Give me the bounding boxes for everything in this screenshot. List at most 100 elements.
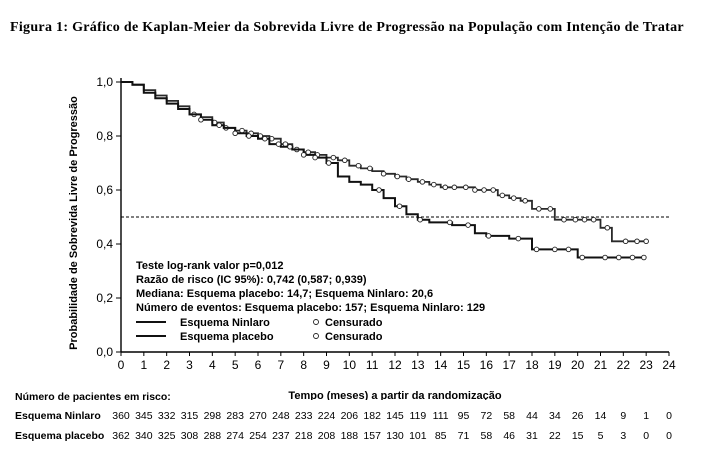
censor-mark xyxy=(376,187,382,193)
risk-cell: 1 xyxy=(643,410,650,422)
legend-censor-label: Censurado xyxy=(325,331,383,343)
legend-series-label: Esquema placebo xyxy=(180,331,274,343)
x-tick-label: 5 xyxy=(232,358,239,372)
risk-cell: 22 xyxy=(548,430,561,442)
risk-cell: 0 xyxy=(666,430,672,442)
risk-cell: 345 xyxy=(135,410,153,422)
censor-mark xyxy=(451,184,458,191)
risk-cell: 298 xyxy=(203,410,222,422)
risk-cell: 274 xyxy=(226,430,244,442)
x-tick-label: 4 xyxy=(209,358,216,372)
censor-mark xyxy=(287,144,293,150)
risk-cell: 72 xyxy=(480,410,493,422)
x-tick-label: 23 xyxy=(639,358,653,372)
censor-mark xyxy=(216,122,222,128)
risk-cell: 9 xyxy=(620,410,627,422)
risk-cell: 283 xyxy=(226,410,244,422)
x-tick-label: 24 xyxy=(662,358,676,372)
risk-cell: 360 xyxy=(112,410,130,422)
x-tick-label: 18 xyxy=(525,358,539,372)
censor-mark xyxy=(396,203,403,209)
censor-mark xyxy=(312,154,318,161)
censor-mark xyxy=(472,187,478,193)
risk-cell: 308 xyxy=(180,430,199,442)
risk-cell: 270 xyxy=(249,410,267,422)
x-tick-label: 21 xyxy=(594,358,608,372)
censor-mark xyxy=(198,117,204,123)
censor-mark xyxy=(481,187,487,193)
censor-mark xyxy=(590,216,597,223)
risk-cell: 0 xyxy=(643,430,650,442)
x-tick-label: 9 xyxy=(323,358,330,372)
y-tick-label: 1,0 xyxy=(96,75,113,89)
censor-mark xyxy=(305,149,311,155)
censor-mark xyxy=(342,157,348,164)
censor-mark xyxy=(394,173,401,180)
censor-mark xyxy=(490,187,496,193)
censor-mark xyxy=(581,216,588,223)
risk-cell: 206 xyxy=(340,410,359,422)
censor-mark xyxy=(604,225,611,231)
risk-cell: 119 xyxy=(409,410,427,422)
x-tick-label: 12 xyxy=(388,358,402,372)
y-tick-label: 0,8 xyxy=(96,129,113,143)
x-tick-label: 13 xyxy=(411,358,425,372)
legend-censor-mark xyxy=(313,333,319,339)
censor-mark xyxy=(367,165,373,172)
censor-mark xyxy=(465,222,471,228)
censor-mark xyxy=(262,135,268,142)
x-tick-label: 14 xyxy=(434,358,448,372)
risk-cell: 101 xyxy=(409,430,427,442)
censor-mark xyxy=(239,127,245,134)
x-tick-label: 1 xyxy=(140,358,147,372)
censor-mark xyxy=(634,238,640,245)
censor-mark xyxy=(533,246,540,253)
risk-cell: 0 xyxy=(666,410,672,422)
x-tick-label: 16 xyxy=(480,358,494,372)
risk-cell: 248 xyxy=(272,410,290,422)
censor-mark xyxy=(547,206,554,212)
censor-mark xyxy=(622,238,629,245)
risk-cell: 5 xyxy=(597,430,604,442)
risk-cell: 44 xyxy=(526,410,538,422)
censor-mark xyxy=(463,184,469,191)
risk-cell: 237 xyxy=(272,430,290,442)
risk-cell: 233 xyxy=(294,410,313,422)
risk-cell: 111 xyxy=(432,410,449,422)
risk-cell: 26 xyxy=(571,410,584,422)
risk-row-label-ninlaro: Esquema Ninlaro xyxy=(15,410,101,422)
y-tick-label: 0,2 xyxy=(96,291,113,305)
risk-cell: 182 xyxy=(363,410,381,422)
censor-mark xyxy=(355,162,362,169)
risk-cell: 218 xyxy=(294,430,313,442)
x-tick-label: 11 xyxy=(366,358,379,372)
risk-cell: 85 xyxy=(434,430,447,442)
x-tick-label: 19 xyxy=(548,358,562,372)
x-tick-label: 3 xyxy=(186,358,193,372)
risk-table-title: Número de pacientes em risco: xyxy=(15,391,171,403)
censor-mark xyxy=(431,181,437,188)
stats-annotation: Razão de risco (IC 95%): 0,742 (0,587; 0… xyxy=(136,274,367,286)
y-axis-label: Probabilidade de Sobrevida Livre de Prog… xyxy=(68,96,80,350)
x-tick-label: 20 xyxy=(571,358,585,372)
censor-mark xyxy=(275,141,282,147)
censor-mark xyxy=(246,133,252,139)
risk-cell: 3 xyxy=(620,430,627,442)
risk-cell: 14 xyxy=(594,410,607,422)
censor-mark xyxy=(442,184,448,191)
censor-mark xyxy=(561,216,567,223)
x-axis-label: Tempo (meses) a partir da randomização xyxy=(288,390,501,400)
stats-annotation: Número de eventos: Esquema placebo: 157;… xyxy=(136,302,485,314)
censor-mark xyxy=(326,160,332,166)
censor-mark xyxy=(232,130,238,137)
x-tick-label: 7 xyxy=(277,358,284,372)
censor-mark xyxy=(380,171,387,177)
stats-annotation: Mediana: Esquema placebo: 14,7; Esquema … xyxy=(136,288,433,300)
risk-cell: 58 xyxy=(503,410,515,422)
censor-mark xyxy=(602,254,608,261)
x-tick-label: 8 xyxy=(300,358,307,372)
censor-mark xyxy=(447,219,453,226)
risk-cell: 46 xyxy=(503,430,515,442)
x-tick-label: 2 xyxy=(163,358,170,372)
censor-mark xyxy=(629,254,636,261)
